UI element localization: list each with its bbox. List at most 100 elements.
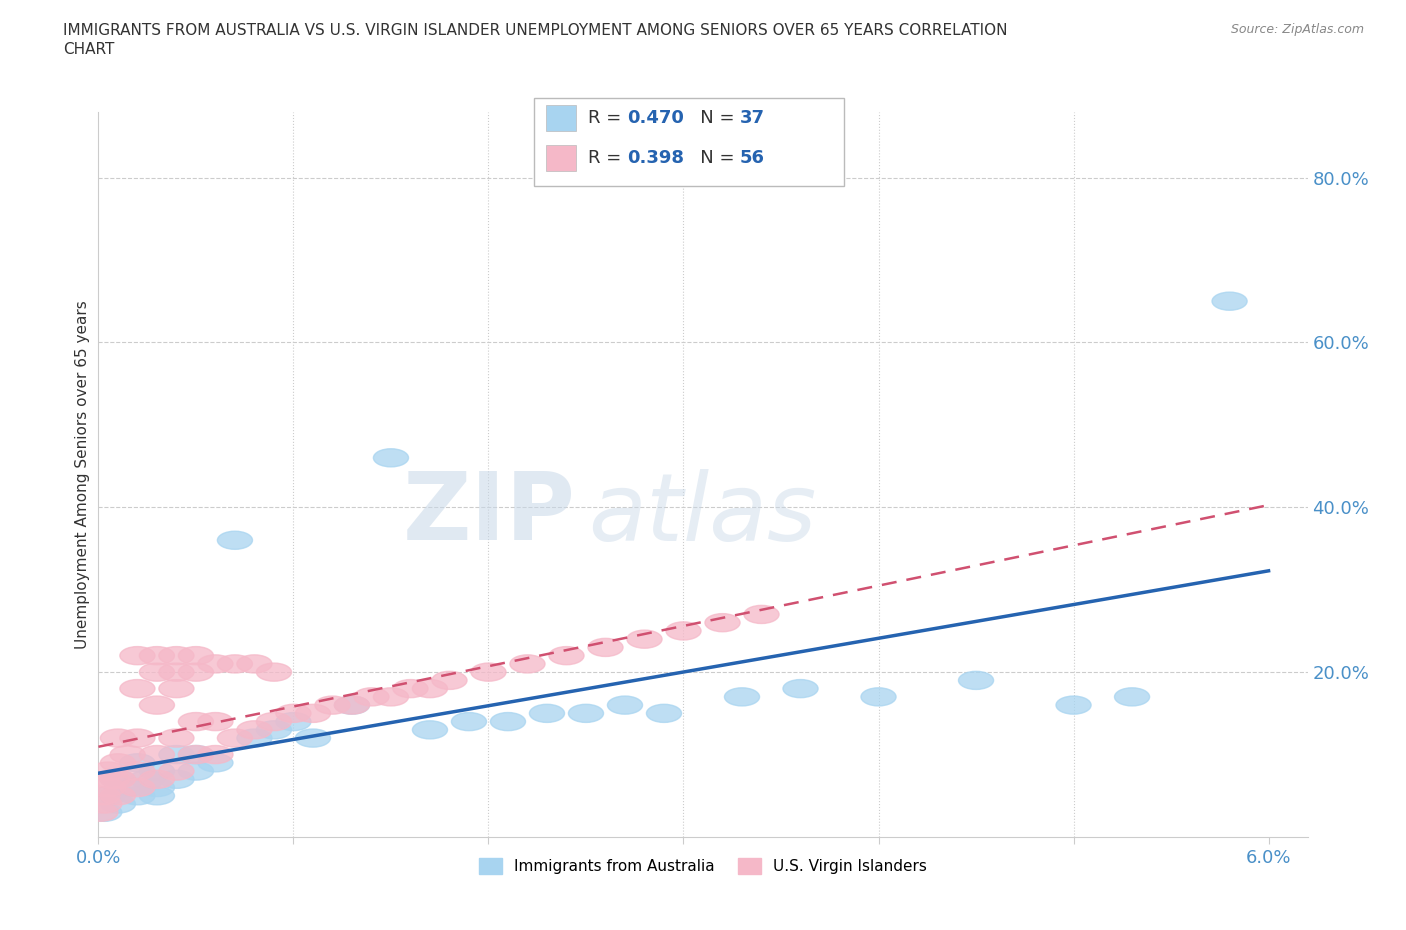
Ellipse shape xyxy=(704,614,740,631)
Ellipse shape xyxy=(510,655,546,673)
Ellipse shape xyxy=(159,646,194,665)
Ellipse shape xyxy=(412,680,447,698)
Ellipse shape xyxy=(83,804,118,821)
Y-axis label: Unemployment Among Seniors over 65 years: Unemployment Among Seniors over 65 years xyxy=(75,300,90,649)
Ellipse shape xyxy=(120,762,155,780)
Ellipse shape xyxy=(110,778,145,797)
Ellipse shape xyxy=(100,770,135,789)
Ellipse shape xyxy=(159,663,194,681)
Ellipse shape xyxy=(256,712,291,731)
Ellipse shape xyxy=(110,746,145,764)
Ellipse shape xyxy=(548,646,583,665)
Ellipse shape xyxy=(179,746,214,764)
Text: ZIP: ZIP xyxy=(404,468,576,560)
Ellipse shape xyxy=(179,762,214,780)
Ellipse shape xyxy=(179,712,214,731)
Ellipse shape xyxy=(607,696,643,714)
Ellipse shape xyxy=(530,704,565,723)
Ellipse shape xyxy=(139,787,174,804)
Ellipse shape xyxy=(568,704,603,723)
Ellipse shape xyxy=(198,746,233,764)
Ellipse shape xyxy=(100,729,135,747)
Ellipse shape xyxy=(276,712,311,731)
Ellipse shape xyxy=(256,663,291,681)
Ellipse shape xyxy=(90,787,125,804)
Ellipse shape xyxy=(451,712,486,731)
Ellipse shape xyxy=(120,778,155,797)
Ellipse shape xyxy=(1212,292,1247,311)
Ellipse shape xyxy=(666,622,702,640)
Ellipse shape xyxy=(139,663,174,681)
Ellipse shape xyxy=(198,655,233,673)
Ellipse shape xyxy=(276,704,311,723)
Ellipse shape xyxy=(120,787,155,804)
Ellipse shape xyxy=(432,671,467,689)
Ellipse shape xyxy=(159,770,194,789)
Ellipse shape xyxy=(94,770,129,789)
Ellipse shape xyxy=(236,729,271,747)
Ellipse shape xyxy=(139,746,174,764)
Ellipse shape xyxy=(392,680,427,698)
Ellipse shape xyxy=(120,680,155,698)
Text: atlas: atlas xyxy=(588,469,817,560)
Ellipse shape xyxy=(139,646,174,665)
Ellipse shape xyxy=(783,680,818,698)
Ellipse shape xyxy=(256,721,291,739)
Ellipse shape xyxy=(236,655,271,673)
Ellipse shape xyxy=(295,704,330,723)
Text: 37: 37 xyxy=(740,109,765,127)
Ellipse shape xyxy=(335,696,370,714)
Text: N =: N = xyxy=(683,149,741,167)
Text: CHART: CHART xyxy=(63,42,115,57)
Ellipse shape xyxy=(471,663,506,681)
Ellipse shape xyxy=(139,696,174,714)
Ellipse shape xyxy=(354,688,389,706)
Ellipse shape xyxy=(100,753,135,772)
Ellipse shape xyxy=(120,646,155,665)
Text: N =: N = xyxy=(683,109,741,127)
Ellipse shape xyxy=(87,804,122,821)
Text: R =: R = xyxy=(588,149,627,167)
Ellipse shape xyxy=(860,688,896,706)
Ellipse shape xyxy=(129,770,165,789)
Ellipse shape xyxy=(218,655,253,673)
Text: Source: ZipAtlas.com: Source: ZipAtlas.com xyxy=(1230,23,1364,36)
Ellipse shape xyxy=(218,531,253,550)
Ellipse shape xyxy=(1115,688,1150,706)
Ellipse shape xyxy=(218,729,253,747)
Ellipse shape xyxy=(100,770,135,789)
Ellipse shape xyxy=(139,778,174,797)
Ellipse shape xyxy=(647,704,682,723)
Ellipse shape xyxy=(120,753,155,772)
Ellipse shape xyxy=(412,721,447,739)
Ellipse shape xyxy=(491,712,526,731)
Ellipse shape xyxy=(179,746,214,764)
Text: 56: 56 xyxy=(740,149,765,167)
Ellipse shape xyxy=(100,787,135,804)
Ellipse shape xyxy=(159,729,194,747)
Ellipse shape xyxy=(198,753,233,772)
Ellipse shape xyxy=(159,680,194,698)
Ellipse shape xyxy=(90,778,125,797)
Ellipse shape xyxy=(627,631,662,648)
Ellipse shape xyxy=(90,762,125,780)
Ellipse shape xyxy=(198,712,233,731)
Ellipse shape xyxy=(744,605,779,623)
Ellipse shape xyxy=(159,762,194,780)
Ellipse shape xyxy=(159,746,194,764)
Ellipse shape xyxy=(295,729,330,747)
Ellipse shape xyxy=(335,696,370,714)
Text: 0.470: 0.470 xyxy=(627,109,683,127)
Text: R =: R = xyxy=(588,109,627,127)
Ellipse shape xyxy=(179,646,214,665)
Ellipse shape xyxy=(315,696,350,714)
Text: 0.398: 0.398 xyxy=(627,149,685,167)
Ellipse shape xyxy=(374,688,409,706)
Ellipse shape xyxy=(139,770,174,789)
Ellipse shape xyxy=(179,663,214,681)
Ellipse shape xyxy=(959,671,994,689)
Ellipse shape xyxy=(1056,696,1091,714)
Ellipse shape xyxy=(100,795,135,813)
Ellipse shape xyxy=(139,762,174,780)
Legend: Immigrants from Australia, U.S. Virgin Islanders: Immigrants from Australia, U.S. Virgin I… xyxy=(472,852,934,880)
